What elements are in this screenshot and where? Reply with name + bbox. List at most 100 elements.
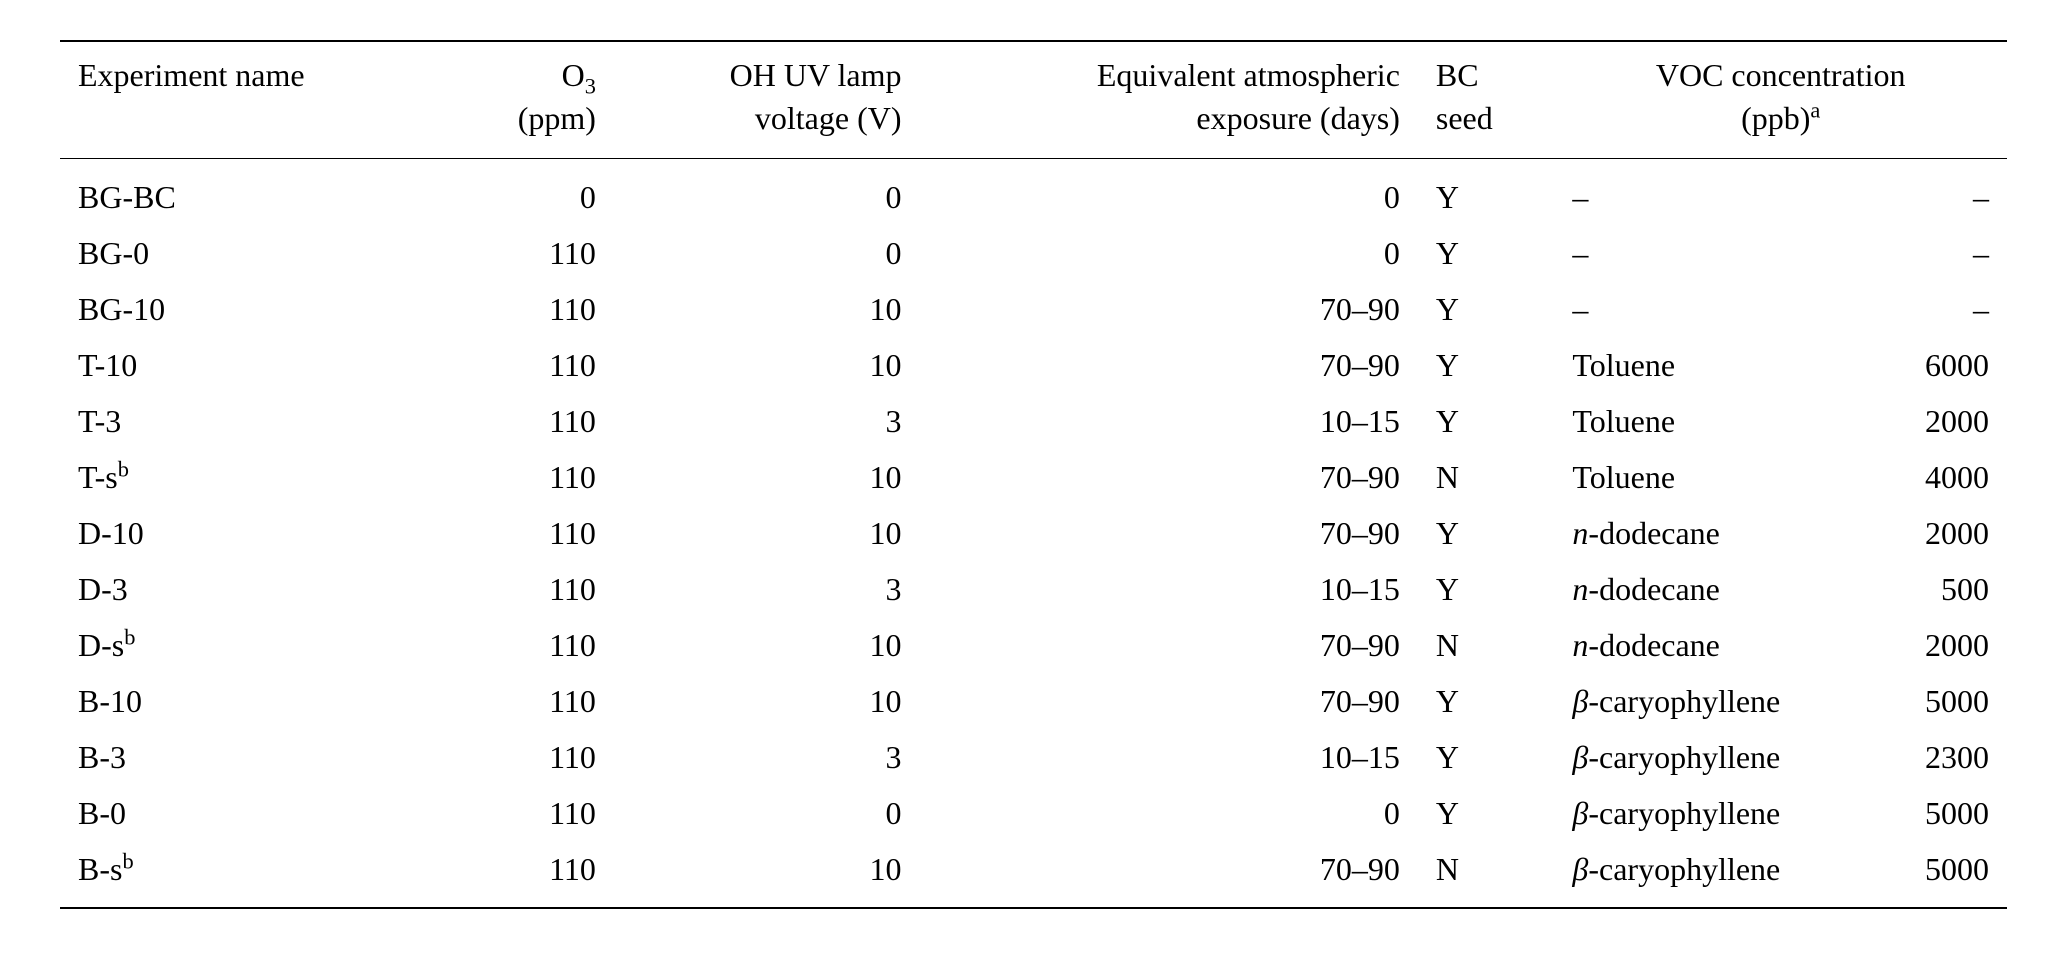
cell-bc: Y <box>1418 393 1555 449</box>
cell-text: T-s <box>78 459 118 495</box>
voc-name-text: -caryophyllene <box>1588 739 1780 775</box>
cell-equiv: 70–90 <box>919 505 1417 561</box>
cell-text: D-s <box>78 627 124 663</box>
cell-o3: 110 <box>446 729 614 785</box>
header-text: BC <box>1436 57 1479 93</box>
cell-ohuv: 10 <box>614 841 920 908</box>
cell-bc: Y <box>1418 505 1555 561</box>
cell-bc: Y <box>1418 337 1555 393</box>
cell-voc-name: Toluene <box>1554 449 1886 505</box>
cell-text: B-s <box>78 851 122 887</box>
cell-experiment: BG-0 <box>60 225 446 281</box>
cell-ohuv: 0 <box>614 785 920 841</box>
col-header-o3: O3 (ppm) <box>446 41 614 159</box>
table-row: D-sb1101070–90Nn-dodecane2000 <box>60 617 2007 673</box>
voc-name-text: -dodecane <box>1588 627 1719 663</box>
voc-name-text: Toluene <box>1572 347 1675 383</box>
table-row: BG-BC000Y–– <box>60 159 2007 226</box>
table-row: T-3110310–15YToluene2000 <box>60 393 2007 449</box>
cell-ohuv: 10 <box>614 617 920 673</box>
col-header-voc: VOC concentration (ppb)a <box>1554 41 2007 159</box>
cell-bc: Y <box>1418 785 1555 841</box>
cell-voc-value: 500 <box>1886 561 2007 617</box>
cell-experiment: D-3 <box>60 561 446 617</box>
cell-voc-name: – <box>1554 159 1886 226</box>
cell-bc: Y <box>1418 281 1555 337</box>
header-text: Equivalent atmospheric <box>1097 57 1400 93</box>
voc-name-text: -dodecane <box>1588 571 1719 607</box>
cell-bc: Y <box>1418 159 1555 226</box>
cell-equiv: 70–90 <box>919 617 1417 673</box>
cell-o3: 110 <box>446 449 614 505</box>
voc-name-text: – <box>1572 179 1588 215</box>
cell-text: D-3 <box>78 571 128 607</box>
cell-bc: N <box>1418 841 1555 908</box>
cell-experiment: B-3 <box>60 729 446 785</box>
cell-o3: 110 <box>446 505 614 561</box>
cell-voc-name: β-caryophyllene <box>1554 841 1886 908</box>
cell-text: BG-10 <box>78 291 165 327</box>
cell-voc-name: – <box>1554 281 1886 337</box>
cell-o3: 110 <box>446 281 614 337</box>
cell-voc-value: 5000 <box>1886 673 2007 729</box>
cell-equiv: 70–90 <box>919 337 1417 393</box>
cell-voc-value: 4000 <box>1886 449 2007 505</box>
cell-voc-value: – <box>1886 281 2007 337</box>
voc-name-text: Toluene <box>1572 403 1675 439</box>
cell-experiment: D-sb <box>60 617 446 673</box>
cell-voc-name: Toluene <box>1554 393 1886 449</box>
cell-voc-name: – <box>1554 225 1886 281</box>
superscript: b <box>118 457 129 482</box>
voc-prefix: n <box>1572 515 1588 551</box>
cell-equiv: 0 <box>919 785 1417 841</box>
cell-equiv: 0 <box>919 159 1417 226</box>
cell-voc-name: n-dodecane <box>1554 505 1886 561</box>
cell-voc-value: 6000 <box>1886 337 2007 393</box>
cell-experiment: B-0 <box>60 785 446 841</box>
cell-voc-value: 2300 <box>1886 729 2007 785</box>
cell-bc: Y <box>1418 561 1555 617</box>
cell-bc: Y <box>1418 673 1555 729</box>
table-row: B-101101070–90Yβ-caryophyllene5000 <box>60 673 2007 729</box>
table-row: BG-011000Y–– <box>60 225 2007 281</box>
cell-voc-value: – <box>1886 225 2007 281</box>
table-row: T-101101070–90YToluene6000 <box>60 337 2007 393</box>
subscript: 3 <box>585 73 596 98</box>
col-header-experiment: Experiment name <box>60 41 446 159</box>
voc-prefix: β <box>1572 739 1588 775</box>
cell-text: BG-BC <box>78 179 176 215</box>
voc-name-text: – <box>1572 235 1588 271</box>
table-row: B-011000Yβ-caryophyllene5000 <box>60 785 2007 841</box>
cell-o3: 110 <box>446 617 614 673</box>
superscript: b <box>122 849 133 874</box>
cell-text: B-10 <box>78 683 142 719</box>
cell-equiv: 70–90 <box>919 449 1417 505</box>
cell-experiment: BG-10 <box>60 281 446 337</box>
header-text: (ppb) <box>1741 100 1810 136</box>
cell-bc: N <box>1418 449 1555 505</box>
cell-experiment: B-10 <box>60 673 446 729</box>
cell-voc-name: β-caryophyllene <box>1554 785 1886 841</box>
table-row: T-sb1101070–90NToluene4000 <box>60 449 2007 505</box>
cell-voc-name: β-caryophyllene <box>1554 729 1886 785</box>
table-row: D-101101070–90Yn-dodecane2000 <box>60 505 2007 561</box>
cell-equiv: 70–90 <box>919 673 1417 729</box>
cell-voc-value: – <box>1886 159 2007 226</box>
cell-voc-value: 5000 <box>1886 841 2007 908</box>
col-header-bc: BC seed <box>1418 41 1555 159</box>
header-text: seed <box>1436 100 1493 136</box>
cell-text: D-10 <box>78 515 144 551</box>
table-row: B-sb1101070–90Nβ-caryophyllene5000 <box>60 841 2007 908</box>
superscript: b <box>124 625 135 650</box>
header-text: (ppm) <box>518 100 596 136</box>
cell-bc: N <box>1418 617 1555 673</box>
cell-equiv: 10–15 <box>919 393 1417 449</box>
table-body: BG-BC000Y––BG-011000Y––BG-101101070–90Y–… <box>60 159 2007 909</box>
cell-equiv: 10–15 <box>919 561 1417 617</box>
cell-ohuv: 3 <box>614 561 920 617</box>
cell-equiv: 70–90 <box>919 281 1417 337</box>
cell-voc-value: 5000 <box>1886 785 2007 841</box>
cell-voc-value: 2000 <box>1886 505 2007 561</box>
cell-o3: 110 <box>446 841 614 908</box>
cell-voc-value: 2000 <box>1886 393 2007 449</box>
